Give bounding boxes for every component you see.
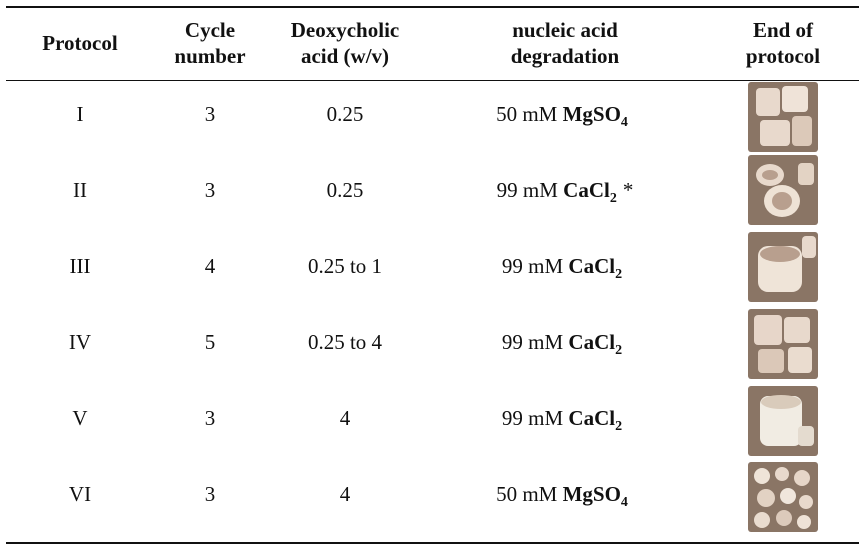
protocol-cell: VI (68, 482, 92, 506)
reagent-note: * (622, 178, 634, 202)
reagent-amount: 99 mM (501, 406, 564, 430)
reagent-amount: 99 mM (501, 254, 564, 278)
tissue-pieces-image (748, 82, 818, 152)
deoxycholic-acid-cell: 0.25 to 1 (307, 254, 383, 278)
tissue-pieces-image (748, 462, 818, 532)
cycle-number-cell: 3 (204, 406, 216, 430)
header-end-of-protocol: End of protocol (745, 18, 821, 68)
tissue-pieces-image (748, 155, 818, 225)
deoxycholic-acid-cell: 0.25 (326, 102, 364, 126)
tissue-pieces-image (748, 386, 818, 456)
nucleic-acid-degradation-cell: 50 mM MgSO4 (470, 482, 660, 510)
header-deoxycholic-acid: Deoxycholic acid (w/v) (290, 18, 400, 68)
reagent-formula: CaCl2 (568, 406, 623, 434)
deoxycholic-acid-cell: 0.25 (326, 178, 364, 202)
table-bottom-rule (6, 542, 859, 544)
protocol-cell: V (72, 406, 88, 430)
cycle-number-cell: 3 (204, 178, 216, 202)
reagent-formula: CaCl2 (563, 178, 617, 206)
reagent-amount: 50 mM (496, 482, 558, 506)
cycle-number-cell: 5 (204, 330, 216, 354)
reagent-formula: MgSO4 (562, 482, 628, 510)
cycle-number-cell: 3 (204, 102, 216, 126)
header-rule (6, 80, 859, 81)
reagent-formula: CaCl2 (568, 254, 623, 282)
nucleic-acid-degradation-cell: 99 mM CaCl2 * (470, 178, 660, 206)
header-nucleic-acid-degradation: nucleic acid degradation (510, 18, 620, 68)
header-protocol: Protocol (42, 31, 118, 55)
protocol-cell: III (69, 254, 91, 278)
cycle-number-cell: 4 (204, 254, 216, 278)
protocol-cell: I (76, 102, 84, 126)
tissue-pieces-image (748, 309, 818, 379)
table-top-rule (6, 6, 859, 8)
reagent-formula: CaCl2 (568, 330, 623, 358)
nucleic-acid-degradation-cell: 99 mM CaCl2 (470, 406, 660, 434)
reagent-amount: 99 mM (496, 178, 558, 202)
reagent-amount: 50 mM (496, 102, 558, 126)
deoxycholic-acid-cell: 4 (339, 482, 351, 506)
nucleic-acid-degradation-cell: 50 mM MgSO4 (470, 102, 660, 130)
cycle-number-cell: 3 (204, 482, 216, 506)
protocol-cell: IV (68, 330, 92, 354)
protocol-cell: II (73, 178, 87, 202)
tissue-pieces-image (748, 232, 818, 302)
nucleic-acid-degradation-cell: 99 mM CaCl2 (470, 254, 660, 282)
deoxycholic-acid-cell: 4 (339, 406, 351, 430)
header-cycle-number: Cycle number (174, 18, 246, 68)
reagent-amount: 99 mM (501, 330, 564, 354)
reagent-formula: MgSO4 (562, 102, 628, 130)
nucleic-acid-degradation-cell: 99 mM CaCl2 (470, 330, 660, 358)
deoxycholic-acid-cell: 0.25 to 4 (307, 330, 383, 354)
